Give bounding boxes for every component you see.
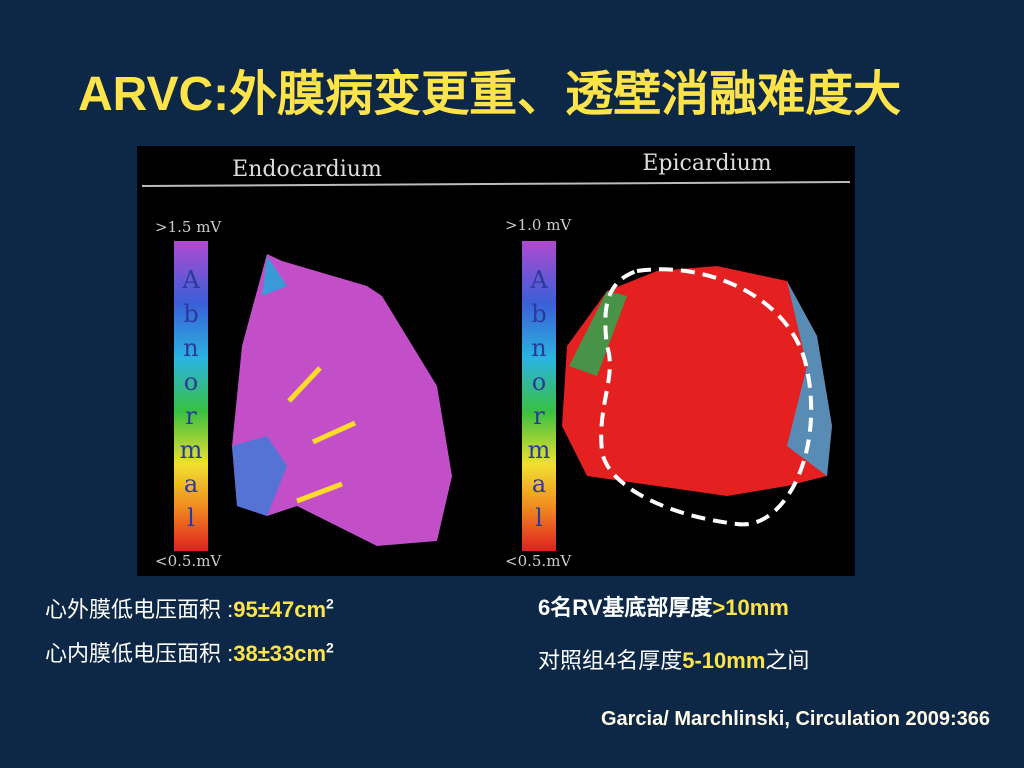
stat-sup: 2 [326, 595, 334, 612]
left-color-bar [174, 241, 208, 551]
left-scale-top: >1.5 mV [155, 218, 222, 236]
map-patch [232, 436, 287, 516]
bar-letter: l [187, 504, 195, 532]
citation: Garcia/ Marchlinski, Circulation 2009:36… [600, 708, 990, 730]
bar-letter: l [535, 504, 543, 532]
stat-line: 心内膜低电压面积 :38±33cm2 [45, 636, 334, 668]
endocardium-map [232, 254, 452, 546]
map-patch [262, 256, 287, 296]
right-color-bar [522, 241, 556, 551]
left-label: Endocardium [232, 157, 382, 182]
finding-text: 之间 [765, 648, 810, 673]
finding-text: 对照组4名厚度 [538, 648, 683, 673]
finding-text: 6名RV基底部厚度 [538, 595, 713, 620]
slide-title: ARVC:外膜病变更重、透壁消融难度大 [78, 68, 902, 121]
right-label: Epicardium [642, 151, 771, 176]
map-patch [569, 291, 627, 376]
bar-letter: r [185, 402, 197, 430]
stat-label: 心外膜低电压面积 : [45, 597, 234, 622]
right-scale-top: >1.0 mV [505, 216, 572, 234]
arrows [287, 366, 357, 504]
bar-letter: a [184, 470, 198, 498]
bar-letter: o [184, 368, 198, 396]
stat-value: 95±47cm [233, 597, 327, 622]
finding-line: 对照组4名厚度5-10mm之间 [538, 643, 809, 675]
epicardium-map [562, 266, 832, 496]
finding-value: >10mm [712, 595, 789, 620]
stat-line: 心外膜低电压面积 :95±47cm2 [45, 592, 334, 624]
bar-letter: A [529, 266, 548, 294]
left-scale-bottom: <0.5.mV [155, 552, 222, 570]
bar-letter: a [532, 470, 546, 498]
stat-label: 心内膜低电压面积 : [45, 641, 234, 666]
bar-letter: A [181, 266, 200, 294]
bar-letter: b [531, 300, 546, 328]
right-scale-bottom: <0.5.mV [505, 552, 572, 570]
figure: Endocardium Epicardium >1.5 mV <0.5.mV A… [137, 146, 855, 576]
bar-letter: n [183, 334, 198, 362]
stat-sup: 2 [326, 639, 334, 656]
bar-letter: n [531, 334, 546, 362]
dashed-outline [599, 267, 814, 527]
bar-letter: r [533, 402, 545, 430]
bar-letter: m [528, 436, 551, 464]
bar-letter: m [180, 436, 203, 464]
bar-letter: b [183, 300, 198, 328]
bar-letter: o [532, 368, 546, 396]
finding-line: 6名RV基底部厚度>10mm [538, 590, 789, 622]
stat-value: 38±33cm [233, 641, 327, 666]
finding-value: 5-10mm [682, 648, 766, 673]
